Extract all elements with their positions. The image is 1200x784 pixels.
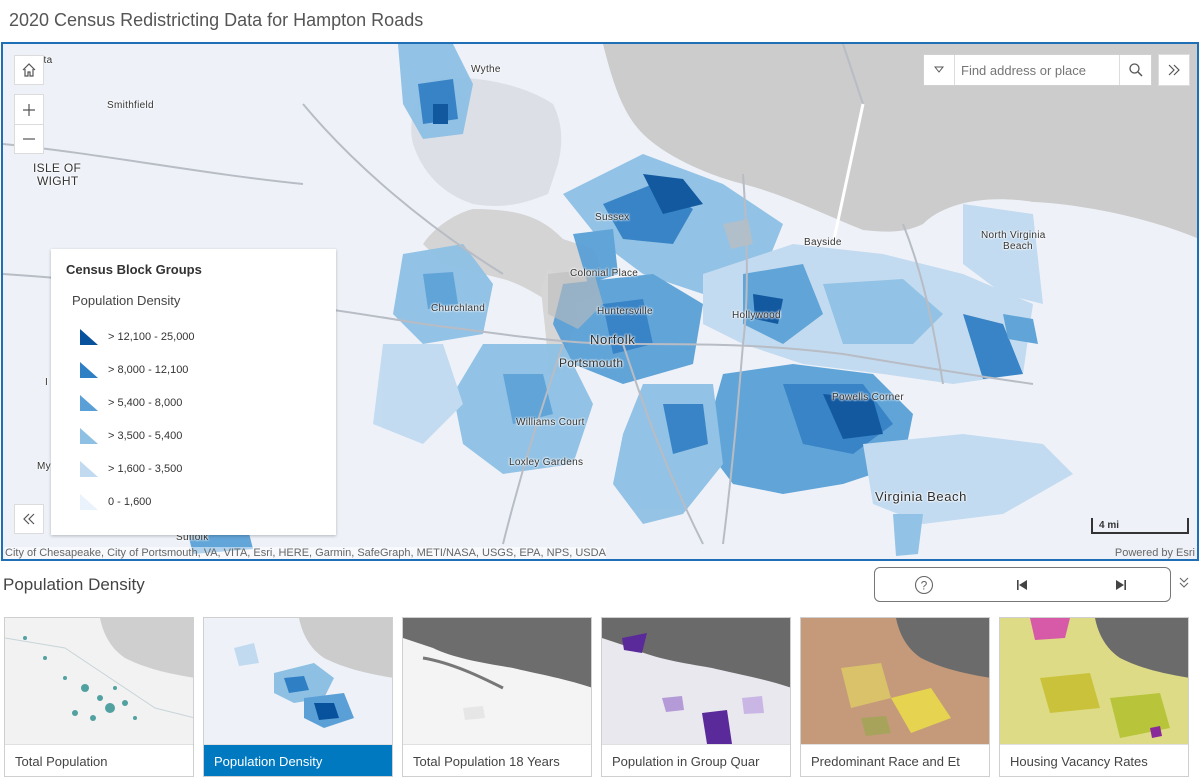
scale-label: 4 mi [1099,520,1120,531]
slide-card[interactable]: Population in Group Quar [601,617,791,777]
slide-gallery: Total Population Population Density [0,614,1200,784]
search-icon [1128,63,1143,77]
legend-item: > 8,000 - 12,100 [78,353,321,386]
legend-item: > 3,500 - 5,400 [78,419,321,452]
minus-icon [23,138,35,140]
place-label: I [45,377,49,388]
slide-card-label: Housing Vacancy Rates [1000,744,1188,776]
legend-swatch [80,394,98,411]
caret-down-icon [934,66,944,73]
slide-card[interactable]: Housing Vacancy Rates [999,617,1189,777]
place-label: Powells Corner [832,392,905,403]
place-label: Loxley Gardens [509,457,584,468]
slide-thumbnail [5,618,193,744]
place-label: My [37,461,51,472]
legend-item-label: > 3,500 - 5,400 [108,429,183,442]
legend-swatch [80,328,98,345]
legend-item-label: > 1,600 - 3,500 [108,462,183,475]
zoom-in-button[interactable] [14,94,44,124]
svg-text:?: ? [921,578,928,592]
skip-next-icon [1115,579,1126,590]
slide-player-controls: ? [874,567,1171,602]
place-label: Hollywood [732,310,781,321]
plus-icon [23,103,35,116]
section-title: Population Density [3,575,145,594]
slide-thumbnail [801,618,989,744]
slide-thumbnail [1000,618,1188,744]
next-slide-button[interactable] [1072,568,1170,601]
slide-card-label: Population in Group Quar [602,744,790,776]
search-input[interactable] [955,56,1119,84]
home-button[interactable] [14,55,44,85]
slide-card-label: Total Population [5,744,193,776]
slide-card-label: Population Density [204,744,392,776]
slide-card-label: Predominant Race and Et [801,744,989,776]
scale-bar: 4 mi [1091,518,1189,534]
legend-item: > 12,100 - 25,000 [78,320,321,353]
legend-title: Census Block Groups [66,262,202,277]
previous-slide-button[interactable] [973,568,1071,601]
search-button[interactable] [1119,55,1151,85]
app-header: 2020 Census Redistricting Data for Hampt… [0,0,1200,42]
home-icon [22,63,36,77]
place-label: Huntersville [597,306,653,317]
help-icon: ? [915,575,934,594]
page-title: 2020 Census Redistricting Data for Hampt… [9,10,424,30]
legend-swatch [80,427,98,444]
legend-item-label: > 8,000 - 12,100 [108,363,189,376]
powered-by[interactable]: Powered by Esri [1114,547,1195,559]
legend-swatch [80,361,98,378]
place-label: Churchland [431,303,486,314]
slide-thumbnail [403,618,591,744]
expand-panel-button[interactable] [1158,54,1190,86]
place-label: ita [41,55,53,66]
legend-item: > 1,600 - 3,500 [78,452,321,485]
place-label: Smithfield [107,100,154,111]
place-label: Williams Court [516,417,585,428]
skip-previous-icon [1017,579,1028,590]
double-chevron-right-icon [1168,64,1180,76]
place-label: Colonial Place [570,268,639,279]
place-label: Beach [1003,241,1033,252]
place-label: North Virginia [981,230,1046,241]
slide-thumbnail [602,618,790,744]
double-chevron-left-icon [23,513,35,525]
place-label: Portsmouth [559,356,624,370]
legend-swatch [80,493,98,510]
place-label: Suffolk [176,532,209,543]
legend-item: 0 - 1,600 [78,485,321,518]
zoom-out-button[interactable] [14,124,44,154]
search-source-dropdown[interactable] [924,55,955,85]
slide-card[interactable]: Total Population [4,617,194,777]
legend-item-label: > 12,100 - 25,000 [108,330,195,343]
map-view[interactable]: Wythe Smithfield ISLE OF WIGHT Sussex Ba… [1,42,1199,561]
place-label: WIGHT [37,174,79,188]
legend-item-label: 0 - 1,600 [108,495,152,508]
slide-card-label: Total Population 18 Years [403,744,591,776]
place-label: Norfolk [590,332,636,347]
legend-item-label: > 5,400 - 8,000 [108,396,183,409]
place-label: ISLE OF [33,161,82,175]
place-label: Bayside [804,237,842,248]
place-label: Virginia Beach [875,489,967,504]
collapse-legend-button[interactable] [14,504,44,534]
search-widget [923,54,1152,86]
place-label: Wythe [471,64,501,75]
legend-panel: Census Block Groups Population Density >… [51,249,336,535]
slide-card[interactable]: Population Density [203,617,393,777]
legend-swatch [80,460,98,477]
collapse-slides-button[interactable] [1178,575,1190,592]
slide-card[interactable]: Predominant Race and Et [800,617,990,777]
chevron-down-icon [1179,577,1189,588]
legend-item: > 5,400 - 8,000 [78,386,321,419]
slide-card[interactable]: Total Population 18 Years [402,617,592,777]
slide-thumbnail [204,618,392,744]
place-label: Sussex [595,212,630,223]
map-attribution[interactable]: City of Chesapeake, City of Portsmouth, … [5,547,606,559]
legend-subtitle: Population Density [72,293,181,308]
help-button[interactable]: ? [875,568,973,601]
legend-items: > 12,100 - 25,000 > 8,000 - 12,100 > 5,4… [78,320,321,518]
